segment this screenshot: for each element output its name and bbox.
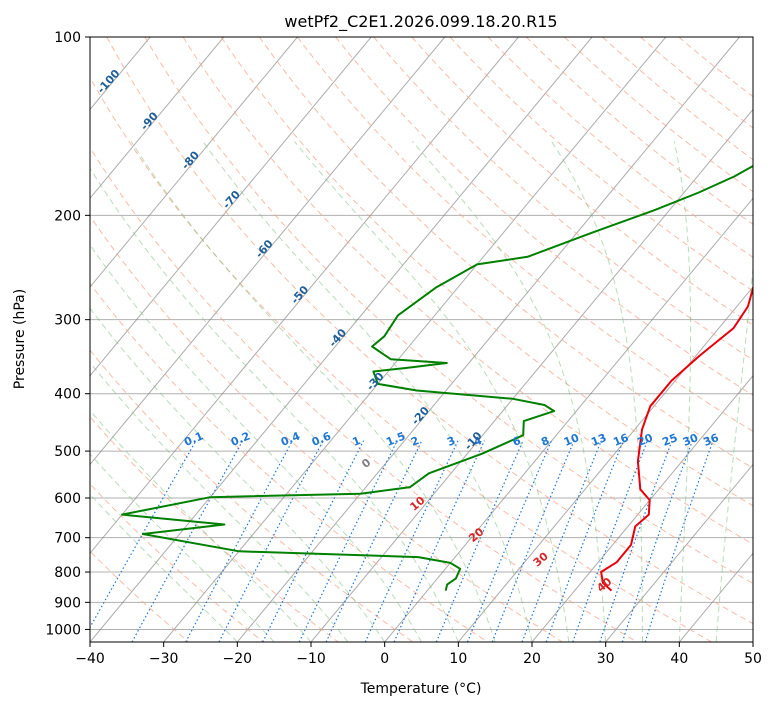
mixing-ratio-label: 3 [445, 434, 457, 449]
dry-adiabat-line [373, 37, 753, 361]
y-tick-label: 900 [54, 595, 81, 611]
dry-adiabat-line [144, 37, 753, 585]
x-tick-label: 20 [523, 651, 541, 667]
y-tick-label: 200 [54, 208, 81, 224]
moist-adiabat-line [673, 141, 692, 642]
dry-adiabat-line [90, 349, 414, 642]
moist-adiabat-line [90, 167, 459, 642]
y-tick-label: 600 [54, 491, 81, 507]
y-tick-label: 800 [54, 565, 81, 581]
isotherm-line [236, 37, 740, 642]
mixing-ratio-line [599, 440, 673, 642]
dry-adiabat-line [297, 37, 753, 432]
moist-adiabat-line [550, 141, 643, 642]
isotherm-line [90, 37, 519, 555]
x-tick-label: 0 [380, 651, 389, 667]
mixing-ratio-line [262, 440, 365, 642]
axes: −40 −30 −20 −10 0 10 20 30 40 50 100 200 300 400 500 60… [45, 30, 762, 667]
dry-adiabat-line [182, 37, 753, 545]
x-tick-label: −20 [223, 651, 253, 667]
mixing-ratio-label: 20 [636, 431, 655, 449]
y-tick-label: 300 [54, 313, 81, 329]
background-lines [90, 37, 753, 642]
dewpoint-line [121, 164, 753, 591]
mixing-ratio-line [364, 440, 459, 642]
isotherm-line [310, 108, 753, 642]
y-tick-label: 400 [54, 387, 81, 403]
x-tick-label: −40 [75, 651, 105, 667]
mixing-ratio-label: 16 [611, 431, 630, 449]
moist-adiabat-line [130, 141, 496, 642]
temperature-line [600, 284, 753, 592]
dry-adiabat-line [90, 215, 563, 642]
dry-adiabat-line [449, 37, 753, 292]
mixing-ratio-label: 30 [681, 431, 700, 449]
x-tick-label: −30 [149, 651, 179, 667]
moist-adiabat-line [90, 361, 349, 642]
isotherm-line [605, 463, 753, 642]
mixing-ratio-label: 10 [562, 431, 581, 449]
mixing-ratio-label: 2 [409, 434, 421, 449]
mixing-ratio-line [435, 440, 524, 642]
mixing-ratio-label: 25 [660, 431, 679, 449]
y-tick-label: 100 [54, 30, 81, 46]
isotherm-line [457, 286, 753, 642]
mixing-ratio-line [298, 440, 398, 642]
moist-adiabat-line [90, 493, 238, 642]
x-tick-label: 30 [597, 651, 615, 667]
sounding-lines [121, 164, 753, 592]
isotherm-line [90, 37, 446, 466]
moist-adiabat-line [294, 140, 570, 642]
moist-adiabat-line [90, 307, 386, 642]
x-tick-label: 40 [670, 651, 688, 667]
x-tick-label: 10 [449, 651, 467, 667]
dry-adiabat-line [564, 37, 753, 193]
moist-adiabat-line [202, 141, 533, 642]
y-tick-label: 700 [54, 531, 81, 547]
y-tick-label: 1000 [45, 622, 81, 638]
mixing-ratio-line [393, 440, 486, 642]
y-axis-title: Pressure (hPa) [12, 289, 28, 389]
dry-adiabat-line [106, 37, 753, 625]
isotherm-line [90, 37, 372, 377]
mixing-ratio-label: 1 [351, 434, 363, 449]
x-tick-label: 50 [744, 651, 762, 667]
mixing-ratio-line [131, 440, 244, 642]
mixing-ratio-label: 13 [589, 431, 608, 449]
mixing-ratio-label: 8 [539, 434, 551, 449]
x-axis-title: Temperature (°C) [360, 681, 482, 697]
x-tick-label: −10 [296, 651, 326, 667]
chart-title: wetPf2_C2E1.2026.099.18.20.R15 [284, 12, 557, 32]
dry-adiabat-line [335, 37, 753, 396]
moist-adiabat-line [90, 453, 275, 642]
mixing-ratio-line [90, 440, 197, 629]
moist-adiabat-line [90, 409, 312, 642]
mixing-ratio-label: 36 [702, 431, 721, 449]
isotherm-line [90, 37, 298, 288]
isotherm-line [531, 374, 753, 642]
dry-adiabat-line [90, 76, 712, 642]
dry-adiabat-line [90, 146, 638, 642]
isotherm-line [90, 37, 225, 200]
plot-frame [89, 36, 754, 643]
dry-adiabat-line [411, 37, 753, 326]
dry-adiabat-line [90, 282, 488, 642]
moist-adiabat-line [411, 140, 607, 642]
mixing-ratio-line [572, 440, 649, 642]
moist-adiabat-line [90, 244, 422, 642]
moist-adiabat-line [715, 264, 753, 642]
isotherm-line [384, 197, 753, 642]
dry-adiabat-line [525, 37, 753, 225]
isotherm-line [163, 37, 667, 642]
y-tick-label: 500 [54, 444, 81, 460]
